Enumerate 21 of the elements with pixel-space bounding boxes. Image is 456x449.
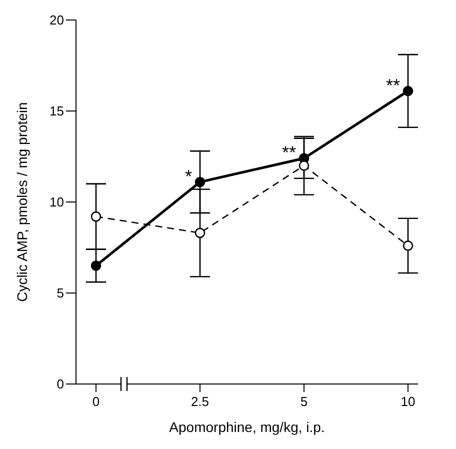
y-axis-title: Cyclic AMP, pmoles / mg protein: [14, 102, 30, 302]
x-tick-label: 5: [300, 394, 308, 409]
y-tick-label: 20: [50, 12, 64, 28]
point: [194, 228, 206, 238]
point: [298, 160, 310, 171]
x-tick-label: 2.5: [190, 394, 210, 409]
x-tick-label: 0: [92, 394, 100, 409]
point: [194, 176, 206, 188]
point: [402, 86, 414, 96]
point: [402, 240, 414, 251]
x-tick-label: 10: [400, 394, 416, 409]
y-tick-label: 0: [56, 376, 64, 392]
x-axis-title: Apomorphine, mg/kg, i.p.: [169, 418, 325, 435]
point: [90, 260, 102, 271]
annotation: **: [282, 142, 296, 163]
point: [90, 211, 102, 222]
y-tick-label: 15: [50, 104, 64, 119]
annotation: *: [184, 166, 192, 186]
y-tick-label: 5: [56, 286, 64, 301]
annotation: **: [386, 75, 400, 96]
y-tick-label: 10: [50, 194, 64, 210]
